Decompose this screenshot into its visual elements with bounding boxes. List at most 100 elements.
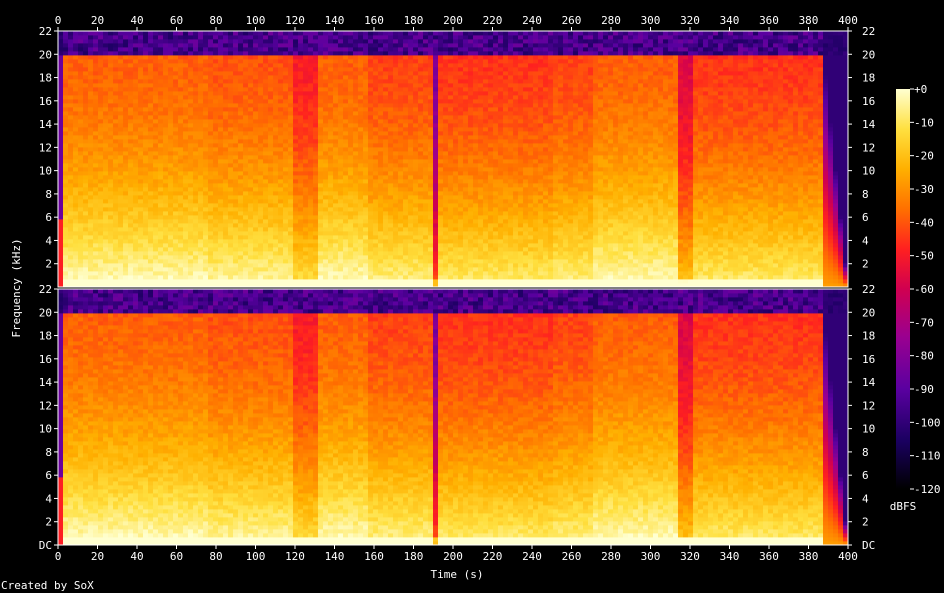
spectrogram-cell <box>283 35 289 40</box>
spectrogram-cell <box>368 255 374 260</box>
spectrogram-cell <box>243 251 249 256</box>
spectrogram-cell <box>308 199 314 204</box>
spectrogram-cell <box>283 263 289 268</box>
spectrogram-cell <box>233 115 239 120</box>
spectrogram-cell <box>293 247 299 252</box>
spectrogram-cell <box>188 31 194 36</box>
spectrogram-cell <box>173 31 179 36</box>
spectrogram-cell <box>358 131 364 136</box>
spectrogram-cell <box>68 147 74 152</box>
spectrogram-cell <box>183 143 189 148</box>
spectrogram-cell <box>288 115 294 120</box>
spectrogram-cell <box>128 243 134 248</box>
spectrogram-cell <box>433 123 439 128</box>
spectrogram-cell <box>113 107 119 112</box>
spectrogram-cell <box>138 51 144 56</box>
spectrogram-cell <box>153 67 159 72</box>
spectrogram-cell <box>198 143 204 148</box>
spectrogram-cell <box>233 271 239 276</box>
spectrogram-cell <box>123 235 129 240</box>
spectrogram-cell <box>78 39 84 44</box>
spectrogram-cell <box>288 75 294 80</box>
spectrogram-cell <box>68 279 74 284</box>
spectrogram-cell <box>113 115 119 120</box>
spectrogram-cell <box>123 139 129 144</box>
spectrogram-cell <box>348 283 354 288</box>
spectrogram-cell <box>358 239 364 244</box>
spectrogram-cell <box>128 163 134 168</box>
spectrogram-cell <box>108 99 114 104</box>
spectrogram-cell <box>238 219 244 224</box>
spectrogram-cell <box>273 83 279 88</box>
spectrogram-cell <box>128 43 134 48</box>
spectrogram-cell <box>368 275 374 280</box>
spectrogram-cell <box>203 255 209 260</box>
spectrogram-cell <box>418 119 424 124</box>
spectrogram-cell <box>258 255 264 260</box>
spectrogram-cell <box>78 111 84 116</box>
spectrogram-cell <box>208 191 214 196</box>
spectrogram-cell <box>388 191 394 196</box>
spectrogram-cell <box>273 223 279 228</box>
spectrogram-cell <box>183 283 189 288</box>
spectrogram-cell <box>358 35 364 40</box>
spectrogram-cell <box>213 235 219 240</box>
spectrogram-cell <box>323 275 329 280</box>
spectrogram-cell <box>128 279 134 284</box>
spectrogram-cell <box>78 283 84 288</box>
spectrogram-cell <box>403 35 409 40</box>
spectrogram-cell <box>268 103 274 108</box>
spectrogram-cell <box>433 191 439 196</box>
spectrogram-cell <box>343 71 349 76</box>
spectrogram-cell <box>388 255 394 260</box>
spectrogram-cell <box>408 275 414 280</box>
spectrogram-cell <box>358 155 364 160</box>
spectrogram-cell <box>358 223 364 228</box>
spectrogram-cell <box>298 231 304 236</box>
spectrogram-cell <box>428 115 434 120</box>
spectrogram-cell <box>203 139 209 144</box>
spectrogram-cell <box>238 279 244 284</box>
spectrogram-cell <box>323 83 329 88</box>
spectrogram-cell <box>118 159 124 164</box>
spectrogram-cell <box>153 239 159 244</box>
spectrogram-cell <box>83 247 89 252</box>
spectrogram-cell <box>248 219 254 224</box>
spectrogram-cell <box>233 227 239 232</box>
spectrogram-cell <box>283 219 289 224</box>
spectrogram-cell <box>148 139 154 144</box>
spectrogram-cell <box>163 51 169 56</box>
spectrogram-cell <box>398 75 404 80</box>
spectrogram-cell <box>123 135 129 140</box>
spectrogram-cell <box>428 107 434 112</box>
spectrogram-cell <box>58 195 64 200</box>
spectrogram-cell <box>128 215 134 220</box>
spectrogram-cell <box>408 39 414 44</box>
spectrogram-cell <box>348 211 354 216</box>
spectrogram-cell <box>218 219 224 224</box>
spectrogram-cell <box>418 191 424 196</box>
spectrogram-cell <box>388 167 394 172</box>
spectrogram-cell <box>263 103 269 108</box>
spectrogram-cell <box>393 227 399 232</box>
spectrogram-cell <box>403 151 409 156</box>
spectrogram-cell <box>323 199 329 204</box>
spectrogram-cell <box>298 199 304 204</box>
spectrogram-cell <box>383 111 389 116</box>
spectrogram-cell <box>438 115 444 120</box>
spectrogram-cell <box>263 131 269 136</box>
spectrogram-cell <box>98 195 104 200</box>
spectrogram-cell <box>263 91 269 96</box>
spectrogram-cell <box>393 99 399 104</box>
spectrogram-cell <box>218 179 224 184</box>
spectrogram-cell <box>173 87 179 92</box>
spectrogram-cell <box>328 123 334 128</box>
spectrogram-cell <box>353 223 359 228</box>
spectrogram-cell <box>213 143 219 148</box>
spectrogram-cell <box>73 67 79 72</box>
spectrogram-cell <box>393 119 399 124</box>
spectrogram-cell <box>133 211 139 216</box>
spectrogram-cell <box>238 247 244 252</box>
spectrogram-cell <box>353 51 359 56</box>
spectrogram-cell <box>213 47 219 52</box>
